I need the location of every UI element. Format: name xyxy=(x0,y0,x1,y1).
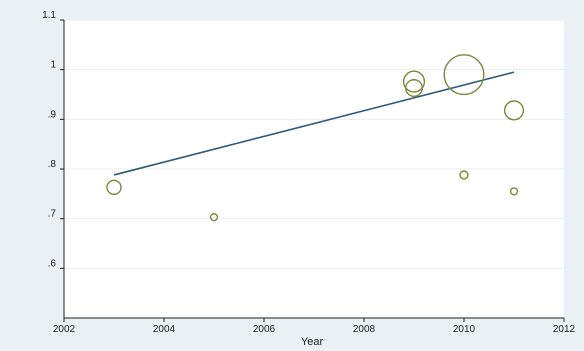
x-tick-label: 2002 xyxy=(53,324,76,335)
axes: .6 .7 .8 .9 1 1.1 2002 2004 2006 2008 2010 2012 xyxy=(42,10,575,335)
x-tick-label: 2008 xyxy=(353,324,376,335)
data-point-6 xyxy=(503,100,525,121)
data-point-2 xyxy=(402,70,426,93)
fit-line-layer xyxy=(113,71,515,176)
data-point-7 xyxy=(509,187,519,196)
data-point-1 xyxy=(209,213,219,222)
y-tick-label: .7 xyxy=(48,209,57,220)
data-point-4 xyxy=(443,54,485,96)
gridlines xyxy=(64,19,564,269)
x-axis-label: Year xyxy=(301,336,324,348)
data-point-5 xyxy=(459,170,469,180)
x-tick-label: 2012 xyxy=(553,324,576,335)
y-tick-label: .8 xyxy=(48,159,57,170)
data-point-0 xyxy=(106,179,122,196)
y-tick-label: 1 xyxy=(50,60,56,71)
x-tick-label: 2004 xyxy=(153,324,176,335)
y-tick-label: 1.1 xyxy=(42,10,56,21)
data-points xyxy=(106,54,525,222)
y-tick-label: .9 xyxy=(48,109,57,120)
fit-line xyxy=(113,71,515,176)
data-point-3 xyxy=(405,79,423,98)
x-tick-label: 2010 xyxy=(453,324,476,335)
y-tick-label: .6 xyxy=(48,258,57,269)
x-tick-label: 2006 xyxy=(253,324,276,335)
